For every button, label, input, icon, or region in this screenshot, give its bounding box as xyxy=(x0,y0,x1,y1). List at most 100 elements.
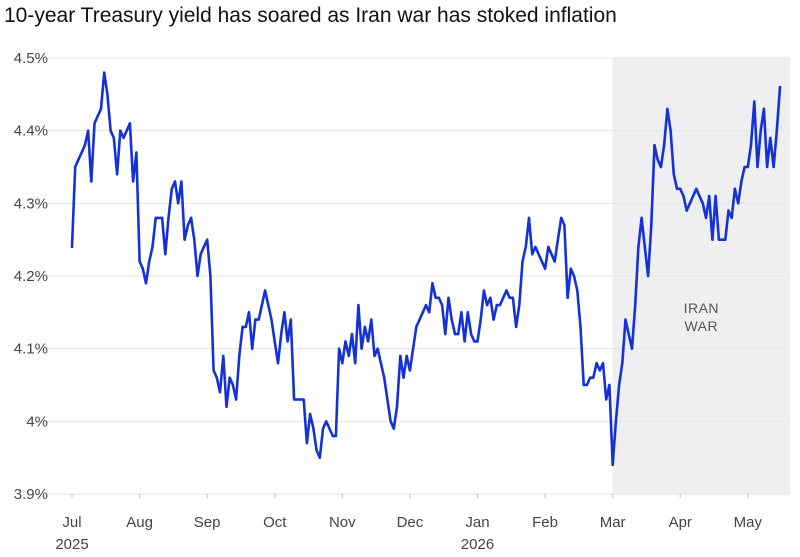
data-point xyxy=(691,194,695,198)
data-point xyxy=(251,347,254,350)
data-point xyxy=(547,245,550,249)
data-point xyxy=(537,253,540,256)
y-tick-label: 4.4% xyxy=(14,123,48,140)
data-point xyxy=(489,296,492,299)
data-point xyxy=(122,136,125,140)
data-point xyxy=(753,100,756,103)
data-point xyxy=(624,318,627,321)
data-point xyxy=(421,311,424,314)
data-point xyxy=(440,303,444,307)
data-point xyxy=(70,245,74,249)
data-point xyxy=(109,129,112,132)
data-point xyxy=(170,187,173,190)
data-point xyxy=(160,216,164,220)
data-point xyxy=(225,405,228,408)
data-point xyxy=(411,347,415,350)
data-point xyxy=(189,216,193,220)
data-point xyxy=(653,144,656,147)
data-point xyxy=(611,463,614,467)
data-point xyxy=(688,202,692,205)
x-tick-label: May xyxy=(734,514,763,531)
data-point xyxy=(662,144,666,147)
data-point xyxy=(579,325,582,329)
data-point xyxy=(180,180,183,183)
iran-war-label-line1: IRAN xyxy=(684,300,719,316)
data-point xyxy=(556,238,560,241)
data-point xyxy=(740,180,743,183)
x-tick-year-label: 2026 xyxy=(461,536,494,553)
data-point xyxy=(357,303,360,307)
data-point xyxy=(749,144,753,147)
iran-war-label-line2: WAR xyxy=(684,318,718,334)
data-point xyxy=(675,187,679,190)
data-point xyxy=(408,369,412,372)
data-point xyxy=(167,216,170,220)
data-point xyxy=(247,311,251,314)
data-point xyxy=(286,340,289,343)
data-point xyxy=(80,151,83,154)
data-point xyxy=(621,362,624,365)
data-point xyxy=(727,209,730,212)
data-point xyxy=(370,318,373,321)
data-point xyxy=(643,245,647,249)
data-point xyxy=(289,318,293,321)
data-point xyxy=(90,180,93,183)
data-point xyxy=(627,332,630,336)
data-point xyxy=(331,434,334,438)
data-point xyxy=(141,267,144,270)
data-point xyxy=(196,274,199,278)
data-point xyxy=(193,238,196,241)
data-point xyxy=(415,325,418,329)
data-point xyxy=(569,267,573,270)
data-point xyxy=(154,216,157,220)
data-point xyxy=(701,202,704,205)
data-point xyxy=(540,260,544,263)
data-point xyxy=(582,383,585,387)
data-point xyxy=(350,332,354,336)
x-tick-label: Dec xyxy=(397,514,424,531)
data-point xyxy=(559,216,563,220)
data-point xyxy=(260,303,264,307)
data-point xyxy=(778,85,782,89)
data-point xyxy=(308,412,312,416)
data-point xyxy=(337,347,341,350)
data-point xyxy=(389,420,392,423)
data-point xyxy=(334,434,338,438)
data-point xyxy=(498,303,502,307)
data-point xyxy=(743,165,746,169)
data-point xyxy=(267,303,270,307)
x-axis-tick-labels: Jul 2025 Aug Sep Oct Nov Dec Jan 2026 Feb Mar Apr Ma… xyxy=(55,494,762,553)
data-point xyxy=(296,398,299,401)
data-point xyxy=(205,238,209,241)
data-point xyxy=(633,303,637,307)
data-point xyxy=(572,274,576,278)
data-point xyxy=(553,260,556,263)
data-point xyxy=(428,311,431,314)
data-point xyxy=(646,274,650,278)
data-point xyxy=(312,427,315,430)
data-point xyxy=(99,107,103,111)
data-point xyxy=(254,318,257,321)
data-point xyxy=(376,347,379,350)
x-tick-label: Apr xyxy=(669,514,692,531)
data-point xyxy=(318,456,321,459)
data-point xyxy=(325,420,328,423)
data-point xyxy=(93,122,96,125)
data-point xyxy=(447,296,450,299)
data-point xyxy=(524,245,527,249)
data-point xyxy=(595,362,598,365)
data-point xyxy=(605,398,608,401)
data-point xyxy=(222,354,225,358)
data-point xyxy=(373,354,376,358)
data-point xyxy=(321,427,325,430)
data-point xyxy=(456,332,460,336)
x-tick-label: Jul xyxy=(62,514,81,531)
data-point xyxy=(720,238,724,241)
data-point xyxy=(366,340,370,343)
x-tick-label: Mar xyxy=(600,514,626,531)
data-point xyxy=(466,311,470,314)
x-tick-year-label: 2025 xyxy=(55,536,88,553)
data-point xyxy=(666,107,669,111)
data-point xyxy=(138,260,141,263)
data-point xyxy=(173,180,177,183)
